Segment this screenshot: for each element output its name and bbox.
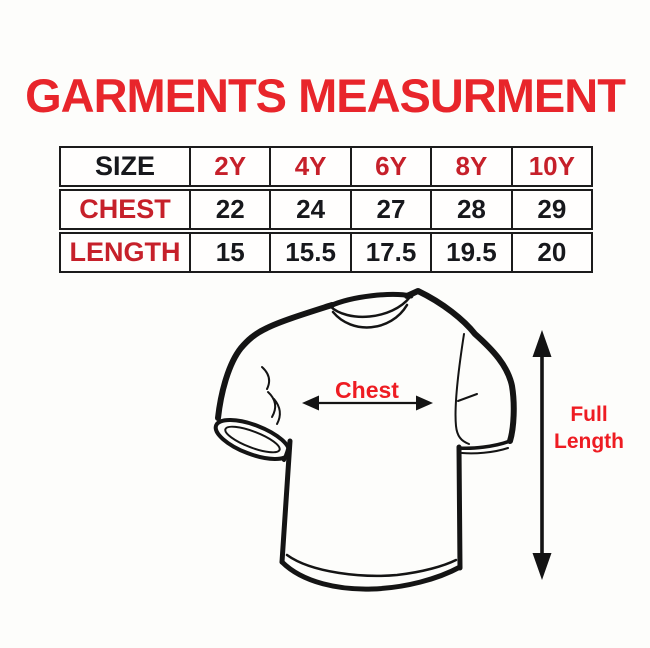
collar-band-line (328, 295, 412, 319)
left-sleeve-wrinkle-3 (273, 398, 281, 425)
hem-stitch-line (285, 553, 458, 578)
left-cuff-inner-rim (224, 425, 281, 454)
full-length-arrow-bottom-head (532, 553, 552, 580)
table-row-chest: CHEST 22 24 27 28 29 (59, 189, 593, 230)
length-value-8y: 19.5 (430, 234, 510, 271)
chest-value-8y: 28 (430, 191, 510, 228)
left-body-edge (279, 438, 293, 565)
chest-value-6y: 27 (349, 191, 430, 228)
right-body-edge (456, 444, 463, 571)
right-armhole-seam (454, 333, 470, 445)
size-col-6y: 6Y (349, 148, 430, 185)
length-value-2y: 15 (189, 234, 269, 271)
size-col-8y: 8Y (430, 148, 510, 185)
size-col-10y: 10Y (510, 148, 591, 185)
chest-value-4y: 24 (269, 191, 349, 228)
length-value-4y: 15.5 (269, 234, 349, 271)
neckline-seam (331, 303, 409, 329)
full-length-measure-label: Full Length (554, 403, 624, 453)
size-row-label: SIZE (94, 151, 155, 181)
table-row-length: LENGTH 15 15.5 17.5 19.5 20 (59, 232, 593, 273)
length-row-label: LENGTH (69, 237, 181, 267)
chest-arrow-left-head (302, 395, 319, 411)
chest-value-10y: 29 (510, 191, 591, 228)
chest-arrow (302, 395, 433, 411)
left-sleeve-wrinkle-2 (267, 391, 277, 418)
left-sleeve-wrinkle-1 (261, 366, 271, 390)
chest-arrow-right-head (416, 395, 433, 411)
right-shoulder-sleeve-outline (404, 288, 517, 444)
right-armpit-wrinkle (457, 393, 478, 402)
page-title: GARMENTS MEASURMENT (25, 69, 626, 122)
chest-measure-label: Chest (335, 377, 399, 403)
right-cuff-hem-line (461, 447, 509, 455)
size-col-2y: 2Y (189, 148, 269, 185)
right-cuff-line (457, 439, 512, 450)
table-row-size: SIZE 2Y 4Y 6Y 8Y 10Y (59, 146, 593, 187)
length-value-10y: 20 (510, 234, 591, 271)
full-length-arrow-top-head (532, 330, 552, 357)
length-value-6y: 17.5 (349, 234, 430, 271)
left-shoulder-sleeve-outline (215, 302, 335, 421)
size-chart-table: SIZE 2Y 4Y 6Y 8Y 10Y CHEST 22 24 27 28 2… (59, 146, 593, 275)
tshirt-silhouette (218, 291, 515, 590)
hem-outline (279, 559, 463, 592)
chest-value-2y: 22 (189, 191, 269, 228)
size-col-4y: 4Y (269, 148, 349, 185)
full-length-arrow (532, 330, 552, 580)
chest-row-label: CHEST (79, 194, 171, 224)
